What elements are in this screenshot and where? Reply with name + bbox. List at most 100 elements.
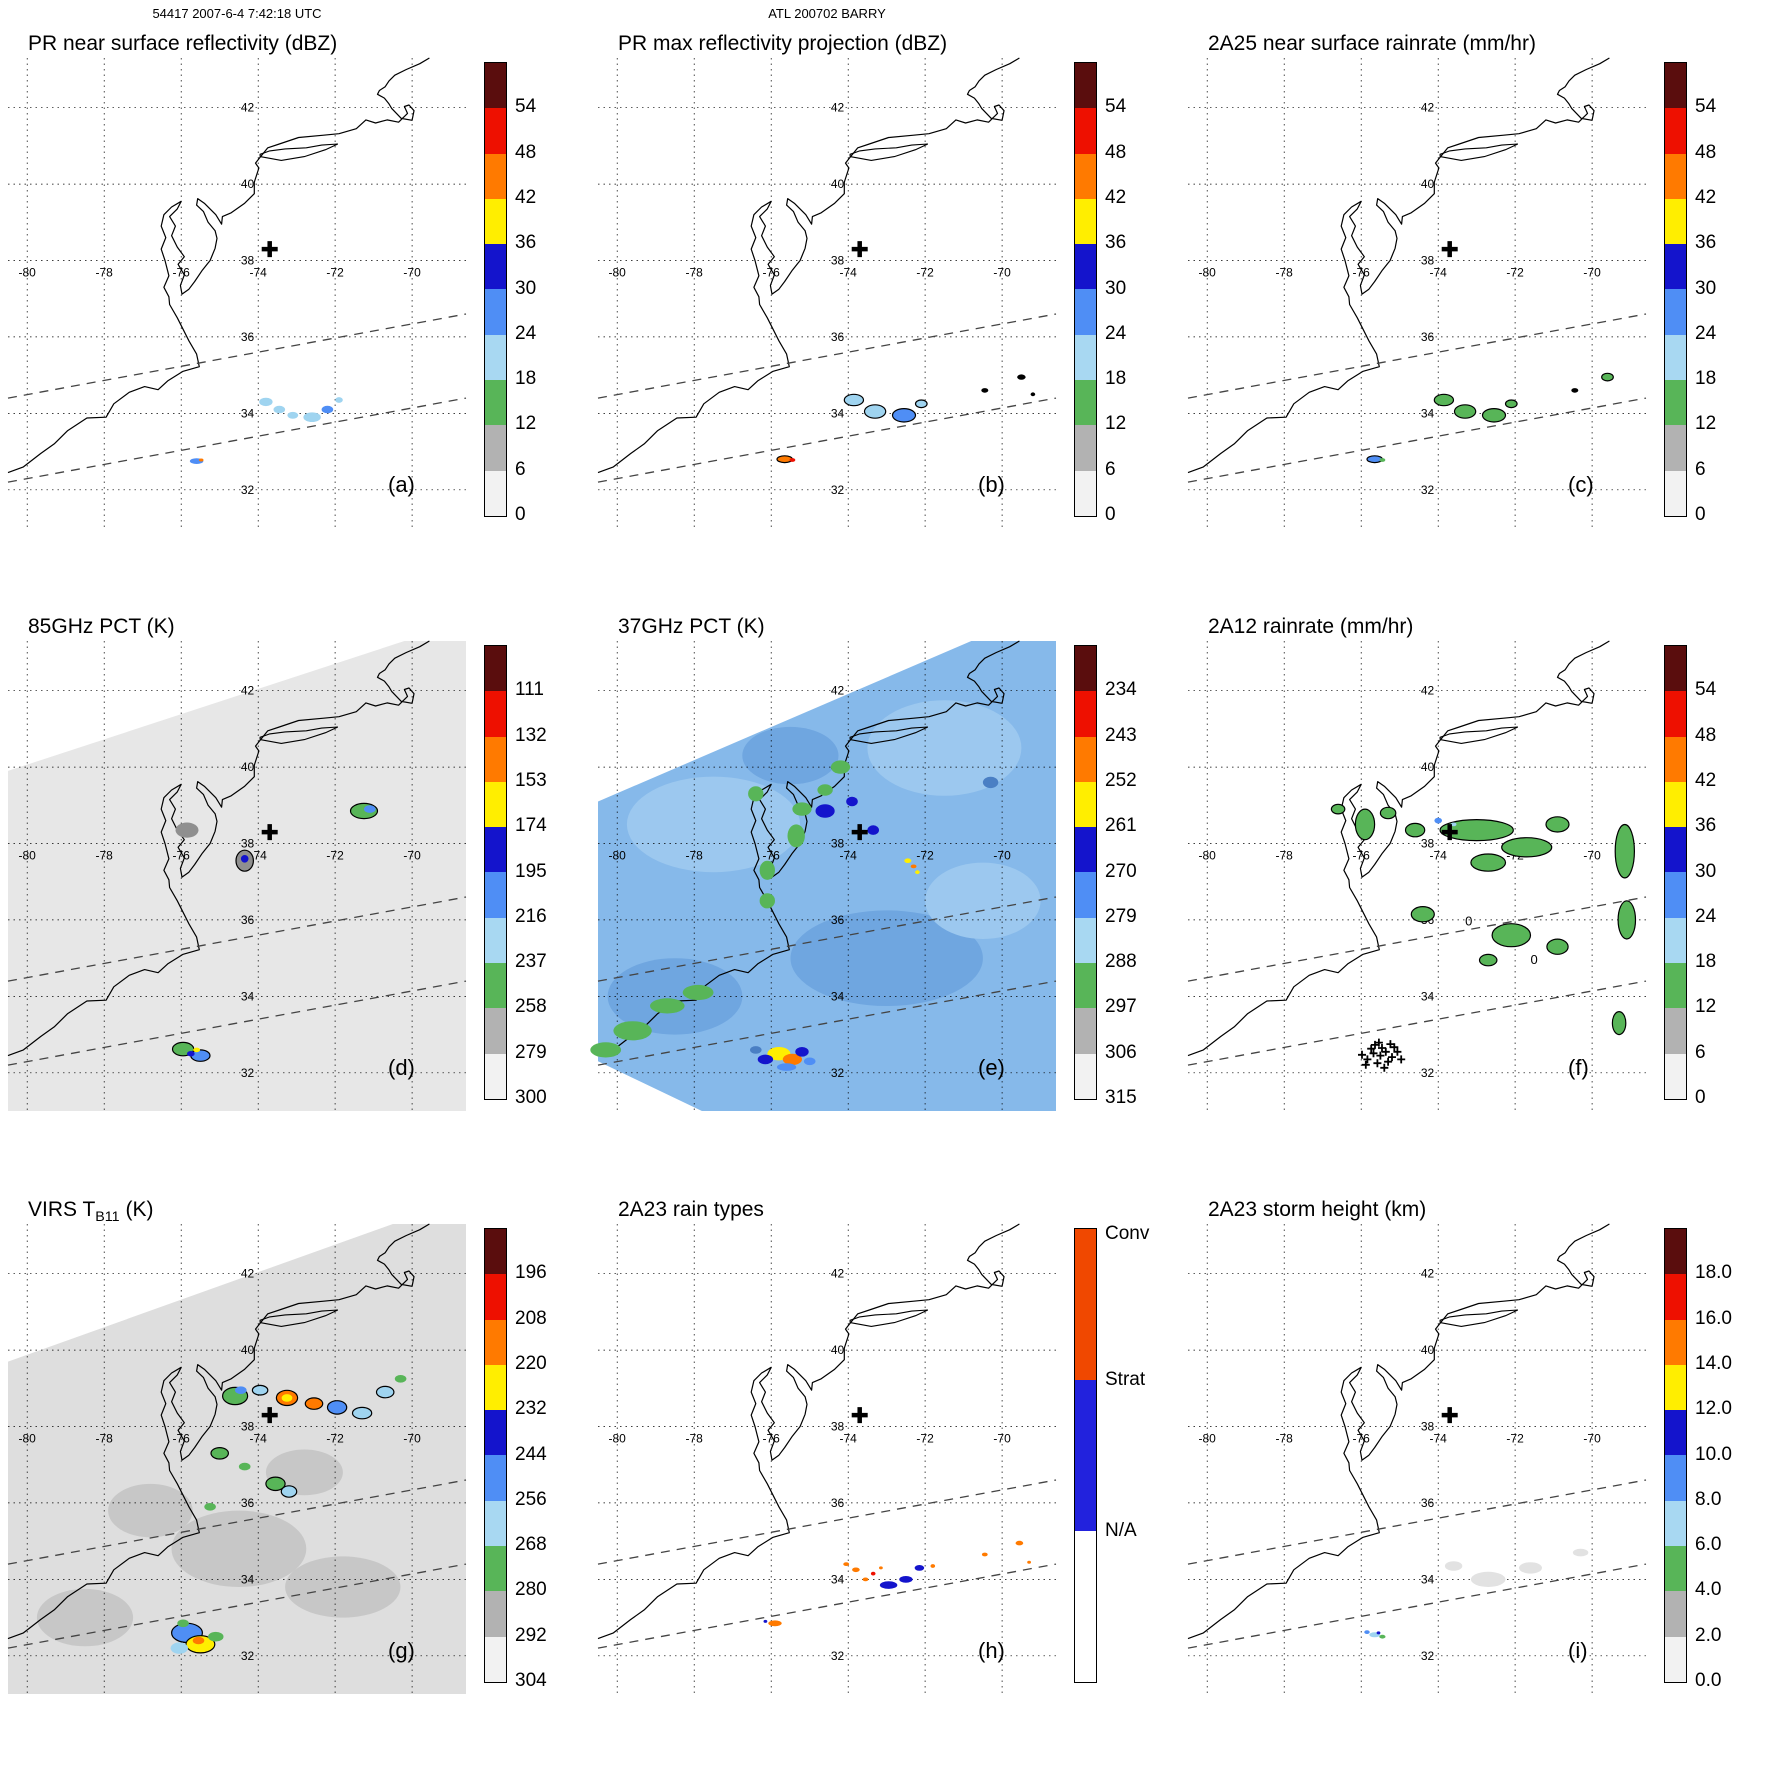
data-blob (1410, 906, 1435, 923)
latitude-label: 34 (1421, 989, 1435, 1003)
map-a: -80 -78 -76 -74 -72 -70 42 40 38 36 34 32 (7, 57, 467, 528)
colorbar-segment (485, 691, 506, 737)
data-blob (1546, 938, 1569, 955)
data-blob (982, 776, 999, 789)
pr-swath-edge-line (7, 397, 467, 483)
colorbar-tick-label: 36 (1695, 232, 1717, 254)
data-blob (170, 1642, 188, 1654)
colorbar-segment (1665, 1546, 1686, 1592)
panel-letter-e: (e) (978, 1055, 1005, 1080)
longitude-label: -78 (1276, 849, 1294, 863)
convective-cross-mark (1367, 1044, 1376, 1053)
convective-cross-mark (1376, 1051, 1385, 1060)
colorbar-tick-label: 258 (515, 996, 547, 1018)
data-blob (613, 1021, 652, 1041)
colorbar-tick-label: 132 (515, 724, 547, 746)
data-blob (768, 1620, 782, 1627)
data-blob (904, 858, 912, 863)
latitude-label: 34 (241, 989, 255, 1003)
longitude-label: -70 (403, 849, 421, 863)
data-blob (1601, 372, 1614, 382)
colorbar-tick-label: 24 (1105, 322, 1127, 344)
longitude-label: -76 (763, 849, 781, 863)
colorbar-labels-a: 54 48 42 36 30 24 18 12 6 0 (515, 62, 587, 525)
latitude-label: 32 (831, 483, 845, 497)
data-blob (787, 824, 805, 848)
data-blob (879, 1581, 898, 1589)
colorbar-segment (1075, 691, 1096, 737)
colorbar-tick-label: 12 (515, 413, 537, 435)
latitude-label: 34 (241, 1572, 255, 1586)
pr-swath-edge-line (7, 313, 467, 399)
colorbar-tick-label: 6 (515, 458, 526, 480)
data-blob (803, 1057, 816, 1066)
data-blob (1444, 1561, 1463, 1571)
colorbar-tick-label: 111 (515, 679, 544, 701)
data-blob (915, 870, 920, 875)
longitude-label: -76 (1353, 266, 1371, 280)
latitude-label: 34 (241, 406, 255, 420)
colorbar-segment (1075, 917, 1096, 964)
colorbar-labels-i: 18.0 16.0 14.0 12.0 10.0 8.0 6.0 4.0 2.0 0.0 (1695, 1228, 1767, 1691)
longitude-label: -74 (1430, 266, 1448, 280)
data-blob (748, 786, 764, 802)
data-blob (1376, 1631, 1381, 1635)
colorbar-segment (485, 470, 506, 516)
data-blob (304, 1397, 324, 1410)
latitude-label: 34 (831, 406, 845, 420)
latitude-label: 38 (1421, 1420, 1435, 1434)
colorbar-tick-label: 306 (1105, 1041, 1137, 1063)
data-blob (321, 405, 334, 414)
pr-swath-edge-line (597, 1563, 1057, 1649)
data-blob (914, 1565, 925, 1571)
data-blob (815, 804, 835, 818)
data-blob (899, 1576, 913, 1583)
colorbar-tick-label: 315 (1105, 1087, 1137, 1108)
colorbar-d (484, 645, 507, 1100)
latitude-label: 42 (831, 101, 845, 115)
longitude-label: -76 (763, 266, 781, 280)
storm-center-marker (1441, 1407, 1458, 1424)
colorbar-tick-label: 0 (1695, 1087, 1706, 1108)
data-blob (1453, 404, 1477, 419)
orbit-timestamp: 54417 2007-6-4 7:42:18 UTC (152, 6, 322, 21)
latitude-label: 36 (241, 913, 255, 927)
colorbar-segment (1665, 781, 1686, 828)
colorbar-segment (485, 1364, 506, 1411)
colorbar-segment (1665, 380, 1686, 426)
panel-title-g: VIRS TB11 (K) (28, 1198, 154, 1226)
data-blob (910, 864, 917, 869)
longitude-label: -74 (1430, 849, 1448, 863)
data-blob (1450, 822, 1457, 827)
colorbar-i (1664, 1228, 1687, 1683)
colorbar-tick-label: 0.0 (1695, 1670, 1722, 1691)
colorbar-segment (1665, 963, 1686, 1009)
panel-h: 2A23 rain types -80 -78 -76 -74 -72 -70 42 40 38… (590, 1188, 1180, 1771)
latitude-label: 36 (831, 913, 845, 927)
convective-cross-mark (1384, 1057, 1393, 1066)
colorbar-segment (485, 963, 506, 1009)
panel-grid: PR near surface reflectivity (dBZ) -80 -7… (0, 22, 1770, 1771)
colorbar-segment (485, 1229, 506, 1275)
data-blob (280, 1485, 298, 1498)
data-blob (914, 399, 928, 409)
panel-title-b: PR max reflectivity projection (dBZ) (618, 32, 948, 55)
data-blob (891, 407, 917, 423)
longitude-label: -72 (326, 849, 344, 863)
colorbar-segment (1665, 1053, 1686, 1099)
data-blob (240, 855, 249, 863)
storm-label: ATL 200702 BARRY (768, 6, 886, 21)
colorbar-segment (1075, 827, 1096, 873)
latitude-label: 38 (1421, 254, 1435, 268)
colorbar-tick-label: 18 (515, 368, 537, 390)
latitude-label: 36 (1421, 1496, 1435, 1510)
convective-cross-mark (1358, 1050, 1366, 1059)
colorbar-segment (1075, 1053, 1096, 1099)
colorbar-tick-label: 261 (1105, 815, 1137, 837)
colorbar-segment (1665, 872, 1686, 918)
colorbar-labels-e: 234 243 252 261 270 279 288 297 306 315 (1105, 645, 1177, 1108)
colorbar-c (1664, 62, 1687, 517)
longitude-label: -80 (1199, 266, 1217, 280)
colorbar-e (1074, 645, 1097, 1100)
